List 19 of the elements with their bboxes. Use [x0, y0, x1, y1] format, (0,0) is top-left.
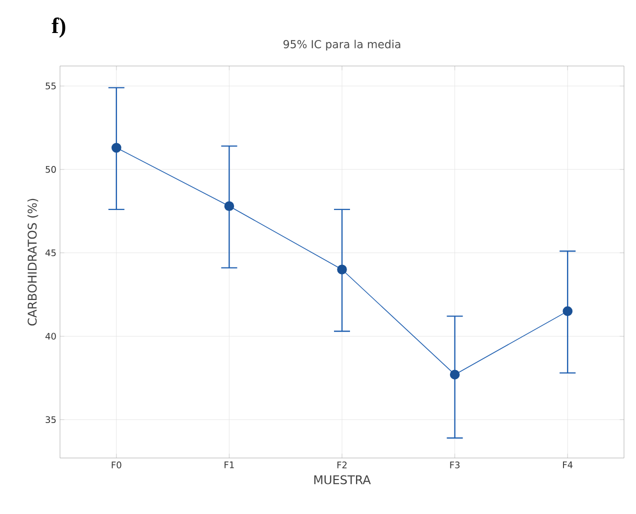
y-tick-label: 50 [46, 166, 56, 173]
point [112, 142, 122, 153]
y-tick-label: 45 [45, 249, 56, 256]
x-tick-label: F0 [112, 462, 122, 468]
point [450, 370, 460, 380]
y-tick-label: 55 [46, 82, 56, 90]
x-tick-label: F4 [563, 462, 573, 468]
point [224, 201, 234, 212]
x-axis-title: MUESTRA [314, 475, 371, 484]
chart-title: 95% IC para la media [283, 40, 400, 50]
y-tick-label: 40 [45, 332, 56, 340]
x-tick-label: F2 [337, 462, 347, 468]
text: f) [52, 18, 66, 38]
x-tick-label: F1 [224, 462, 234, 468]
y-axis-title: CARBOHIDRATOS (%) [27, 198, 38, 326]
point [562, 306, 573, 316]
x-tick-label: F3 [450, 462, 460, 468]
y-tick-label: 35 [46, 416, 56, 424]
point [337, 264, 347, 274]
